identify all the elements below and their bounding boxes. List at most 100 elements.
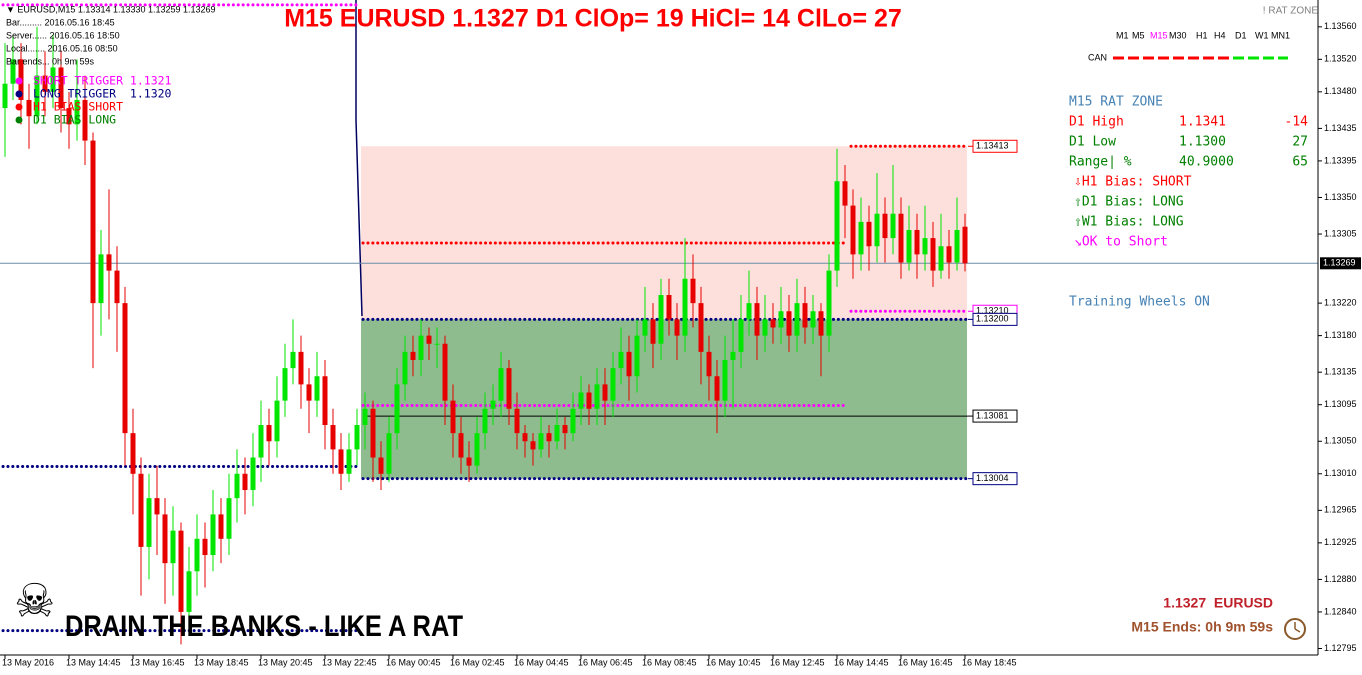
candle-body bbox=[210, 514, 216, 556]
candle-body bbox=[202, 538, 208, 556]
timeframe[interactable]: D1 bbox=[1235, 30, 1247, 40]
candle-body bbox=[282, 368, 288, 401]
legend-text: H1 BIAS SHORT bbox=[33, 100, 123, 114]
candle-body bbox=[266, 425, 272, 442]
candle-body bbox=[570, 408, 576, 434]
y-tick-label: 1.13480 bbox=[1324, 86, 1357, 96]
x-tick-label: 13 May 22:45 bbox=[322, 657, 377, 667]
candle-body bbox=[826, 270, 832, 336]
timeframe[interactable]: H4 bbox=[1214, 30, 1226, 40]
candle-body bbox=[74, 99, 80, 125]
candle-body bbox=[274, 400, 280, 442]
candle-body bbox=[698, 303, 704, 352]
candle-body bbox=[850, 205, 856, 255]
panel-cell: 1.1341 bbox=[1179, 115, 1226, 130]
level-label: 1.13210 bbox=[976, 306, 1009, 316]
candle-body bbox=[82, 99, 88, 141]
current-price-label: 1.13269 bbox=[1323, 258, 1356, 268]
candle-body bbox=[234, 473, 240, 499]
level-label-box bbox=[972, 472, 1018, 486]
candle-body bbox=[10, 59, 16, 84]
candle-body bbox=[706, 351, 712, 377]
candle-body bbox=[754, 303, 760, 336]
panel-bias: ↘OK to Short bbox=[1074, 235, 1168, 250]
current-price-box bbox=[1320, 257, 1361, 270]
candle-body bbox=[954, 229, 960, 263]
candle-body bbox=[90, 140, 96, 304]
candle-body bbox=[434, 343, 440, 345]
x-tick-label: 13 May 14:45 bbox=[66, 657, 121, 667]
x-tick-label: 16 May 08:45 bbox=[642, 657, 697, 667]
level-label-box bbox=[972, 409, 1018, 423]
y-tick-label: 1.13135 bbox=[1324, 367, 1357, 377]
candle-body bbox=[418, 335, 424, 361]
candle-body bbox=[138, 473, 144, 547]
timeframe[interactable]: M1 bbox=[1116, 30, 1129, 40]
x-tick-label: 16 May 14:45 bbox=[834, 657, 889, 667]
panel-footer: Training Wheels ON bbox=[1069, 295, 1210, 310]
x-tick-label: 16 May 18:45 bbox=[962, 657, 1017, 667]
y-tick-label: 1.12795 bbox=[1324, 643, 1357, 653]
panel-bias: ⇧W1 Bias: LONG bbox=[1074, 215, 1184, 230]
candle-body bbox=[658, 294, 664, 344]
candle-body bbox=[130, 433, 136, 474]
candle-body bbox=[842, 181, 848, 206]
clock-hands bbox=[1294, 622, 1301, 633]
candle-body bbox=[554, 425, 560, 442]
timeframe[interactable]: M15 bbox=[1150, 30, 1168, 40]
y-tick-label: 1.12925 bbox=[1324, 537, 1357, 547]
timeframe[interactable]: M30 bbox=[1169, 30, 1187, 40]
candle-body bbox=[618, 351, 624, 369]
candle-body bbox=[114, 270, 120, 304]
x-tick-label: 13 May 20:45 bbox=[258, 657, 313, 667]
timeframe[interactable]: W1 bbox=[1255, 30, 1269, 40]
corner-label: ! RAT ZONE bbox=[1263, 6, 1319, 17]
candle-body bbox=[178, 530, 184, 612]
legend-text: LONG TRIGGER 1.1320 bbox=[33, 87, 172, 101]
candle-body bbox=[594, 384, 600, 409]
candle-body bbox=[442, 343, 448, 401]
price-tag: 1.1327 EURUSD bbox=[1163, 595, 1273, 611]
y-tick-label: 1.13435 bbox=[1324, 123, 1357, 133]
timeframe[interactable]: MN1 bbox=[1271, 30, 1290, 40]
candle-body bbox=[226, 498, 232, 539]
chart-title: M15 EURUSD 1.1327 D1 ClOp= 19 HiCl= 14 C… bbox=[284, 5, 902, 33]
candle-body bbox=[714, 376, 720, 401]
y-tick-label: 1.13560 bbox=[1324, 21, 1357, 31]
candle-body bbox=[346, 449, 352, 474]
slogan: DRAIN THE BANKS - LIKE A RAT bbox=[65, 610, 463, 643]
x-tick-label: 16 May 02:45 bbox=[450, 657, 505, 667]
candle-body bbox=[746, 303, 752, 320]
timeframe[interactable]: H1 bbox=[1196, 30, 1208, 40]
candle-body bbox=[482, 408, 488, 434]
legend-dot bbox=[15, 77, 23, 85]
candle-body bbox=[898, 213, 904, 263]
panel-cell: 1.1300 bbox=[1179, 135, 1226, 150]
candle-body bbox=[834, 181, 840, 271]
candle-body bbox=[386, 433, 392, 474]
candle-body bbox=[410, 351, 416, 361]
y-tick-label: 1.12840 bbox=[1324, 606, 1357, 616]
candle-body bbox=[50, 67, 56, 92]
candle-body bbox=[530, 441, 536, 450]
x-tick-label: 16 May 12:45 bbox=[770, 657, 825, 667]
day-separator bbox=[355, 0, 363, 317]
candle-body bbox=[162, 514, 168, 564]
candle-body bbox=[194, 538, 200, 572]
legend-dot bbox=[15, 90, 23, 98]
info-line: Bar......... 2016.05.16 18:45 bbox=[6, 17, 115, 27]
x-tick-label: 16 May 06:45 bbox=[578, 657, 633, 667]
candle-body bbox=[402, 351, 408, 385]
y-tick-label: 1.13395 bbox=[1324, 155, 1357, 165]
candle-body bbox=[378, 457, 384, 474]
timeframe[interactable]: M5 bbox=[1132, 30, 1145, 40]
candle-body bbox=[98, 254, 104, 304]
candle-body bbox=[642, 319, 648, 336]
candle-body bbox=[794, 303, 800, 336]
panel-bias: ⇧D1 Bias: LONG bbox=[1074, 195, 1184, 210]
level-label-box bbox=[972, 312, 1018, 326]
candle-body bbox=[218, 514, 224, 539]
candle-body bbox=[546, 433, 552, 442]
panel-cell: D1 Low bbox=[1069, 135, 1116, 150]
y-tick-label: 1.13010 bbox=[1324, 468, 1357, 478]
